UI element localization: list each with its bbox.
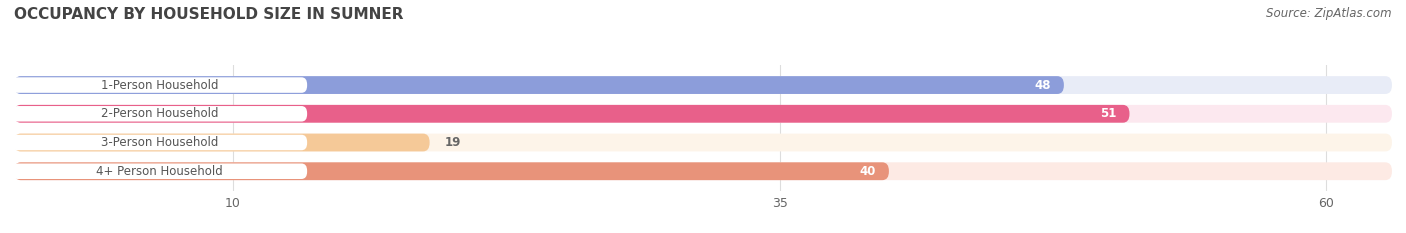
Text: 2-Person Household: 2-Person Household [101, 107, 218, 120]
Text: 48: 48 [1035, 79, 1050, 92]
Text: 3-Person Household: 3-Person Household [101, 136, 218, 149]
Text: 40: 40 [859, 165, 876, 178]
FancyBboxPatch shape [14, 76, 1064, 94]
FancyBboxPatch shape [14, 162, 889, 180]
FancyBboxPatch shape [11, 106, 307, 122]
Text: 19: 19 [444, 136, 461, 149]
FancyBboxPatch shape [14, 105, 1129, 123]
Text: 4+ Person Household: 4+ Person Household [96, 165, 224, 178]
FancyBboxPatch shape [14, 105, 1392, 123]
Text: OCCUPANCY BY HOUSEHOLD SIZE IN SUMNER: OCCUPANCY BY HOUSEHOLD SIZE IN SUMNER [14, 7, 404, 22]
FancyBboxPatch shape [11, 164, 307, 179]
Text: 1-Person Household: 1-Person Household [101, 79, 218, 92]
FancyBboxPatch shape [14, 134, 1392, 151]
FancyBboxPatch shape [14, 76, 1392, 94]
FancyBboxPatch shape [11, 77, 307, 93]
FancyBboxPatch shape [14, 162, 1392, 180]
Text: 51: 51 [1099, 107, 1116, 120]
Text: Source: ZipAtlas.com: Source: ZipAtlas.com [1267, 7, 1392, 20]
FancyBboxPatch shape [14, 134, 430, 151]
FancyBboxPatch shape [11, 135, 307, 150]
